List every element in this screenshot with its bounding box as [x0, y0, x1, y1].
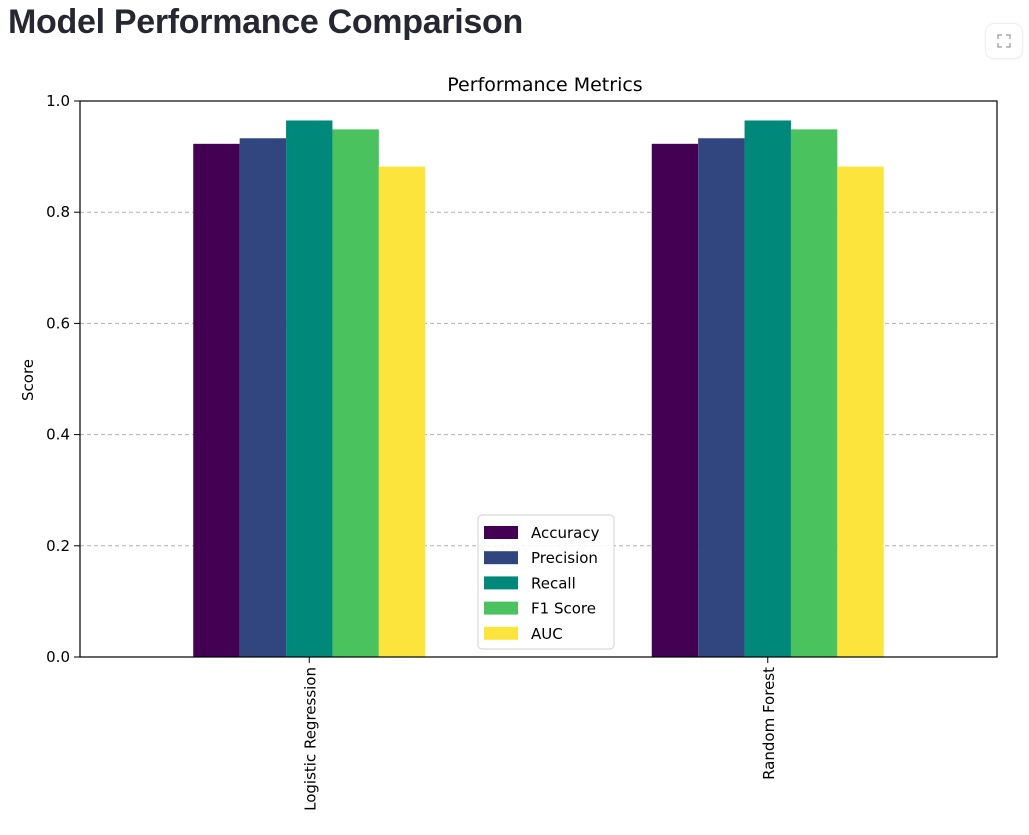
legend-swatch	[484, 526, 518, 539]
legend-label: F1 Score	[531, 600, 596, 618]
legend-swatch	[484, 551, 518, 565]
expand-icon	[997, 34, 1011, 48]
fullscreen-button[interactable]	[986, 24, 1022, 58]
bar-accuracy-0	[193, 143, 240, 657]
bar-f1-score-0	[332, 129, 379, 657]
bar-f1-score-1	[790, 129, 838, 657]
bar-precision-1	[698, 138, 745, 657]
bar-accuracy-1	[651, 143, 699, 657]
bar-recall-1	[744, 120, 791, 657]
y-tick-label: 0.0	[46, 648, 70, 666]
bar-auc-0	[378, 166, 426, 657]
axes: 0.0 0.2 0.4 0.6 0.8 1.0 Logistic Regression Ran…	[46, 92, 998, 811]
legend: Accuracy Precision Recall F1 Score AUC	[477, 514, 615, 650]
y-tick-label: 0.8	[46, 203, 70, 221]
y-tick-label: 0.4	[46, 426, 70, 444]
legend-label: Precision	[531, 549, 598, 567]
legend-label: Accuracy	[531, 524, 600, 542]
y-axis-label: Score	[19, 359, 37, 401]
y-tick-label: 1.0	[46, 92, 70, 110]
bar-auc-1	[837, 166, 884, 657]
legend-swatch	[484, 576, 518, 590]
legend-box	[477, 514, 615, 650]
legend-swatch	[484, 601, 518, 615]
x-tick-label: Logistic Regression	[301, 667, 319, 811]
x-tick-label: Random Forest	[760, 667, 778, 780]
chart-title: Performance Metrics	[447, 74, 642, 96]
y-tick-label: 0.6	[46, 314, 70, 332]
y-tick-label: 0.2	[46, 537, 70, 555]
legend-label: Recall	[531, 574, 576, 592]
bar-precision-0	[239, 138, 287, 657]
legend-swatch	[484, 626, 518, 640]
plot-frame	[79, 100, 998, 658]
bar-recall-0	[286, 120, 333, 657]
legend-label: AUC	[531, 625, 563, 643]
page-title: Model Performance Comparison	[8, 3, 523, 41]
bars	[193, 120, 884, 657]
